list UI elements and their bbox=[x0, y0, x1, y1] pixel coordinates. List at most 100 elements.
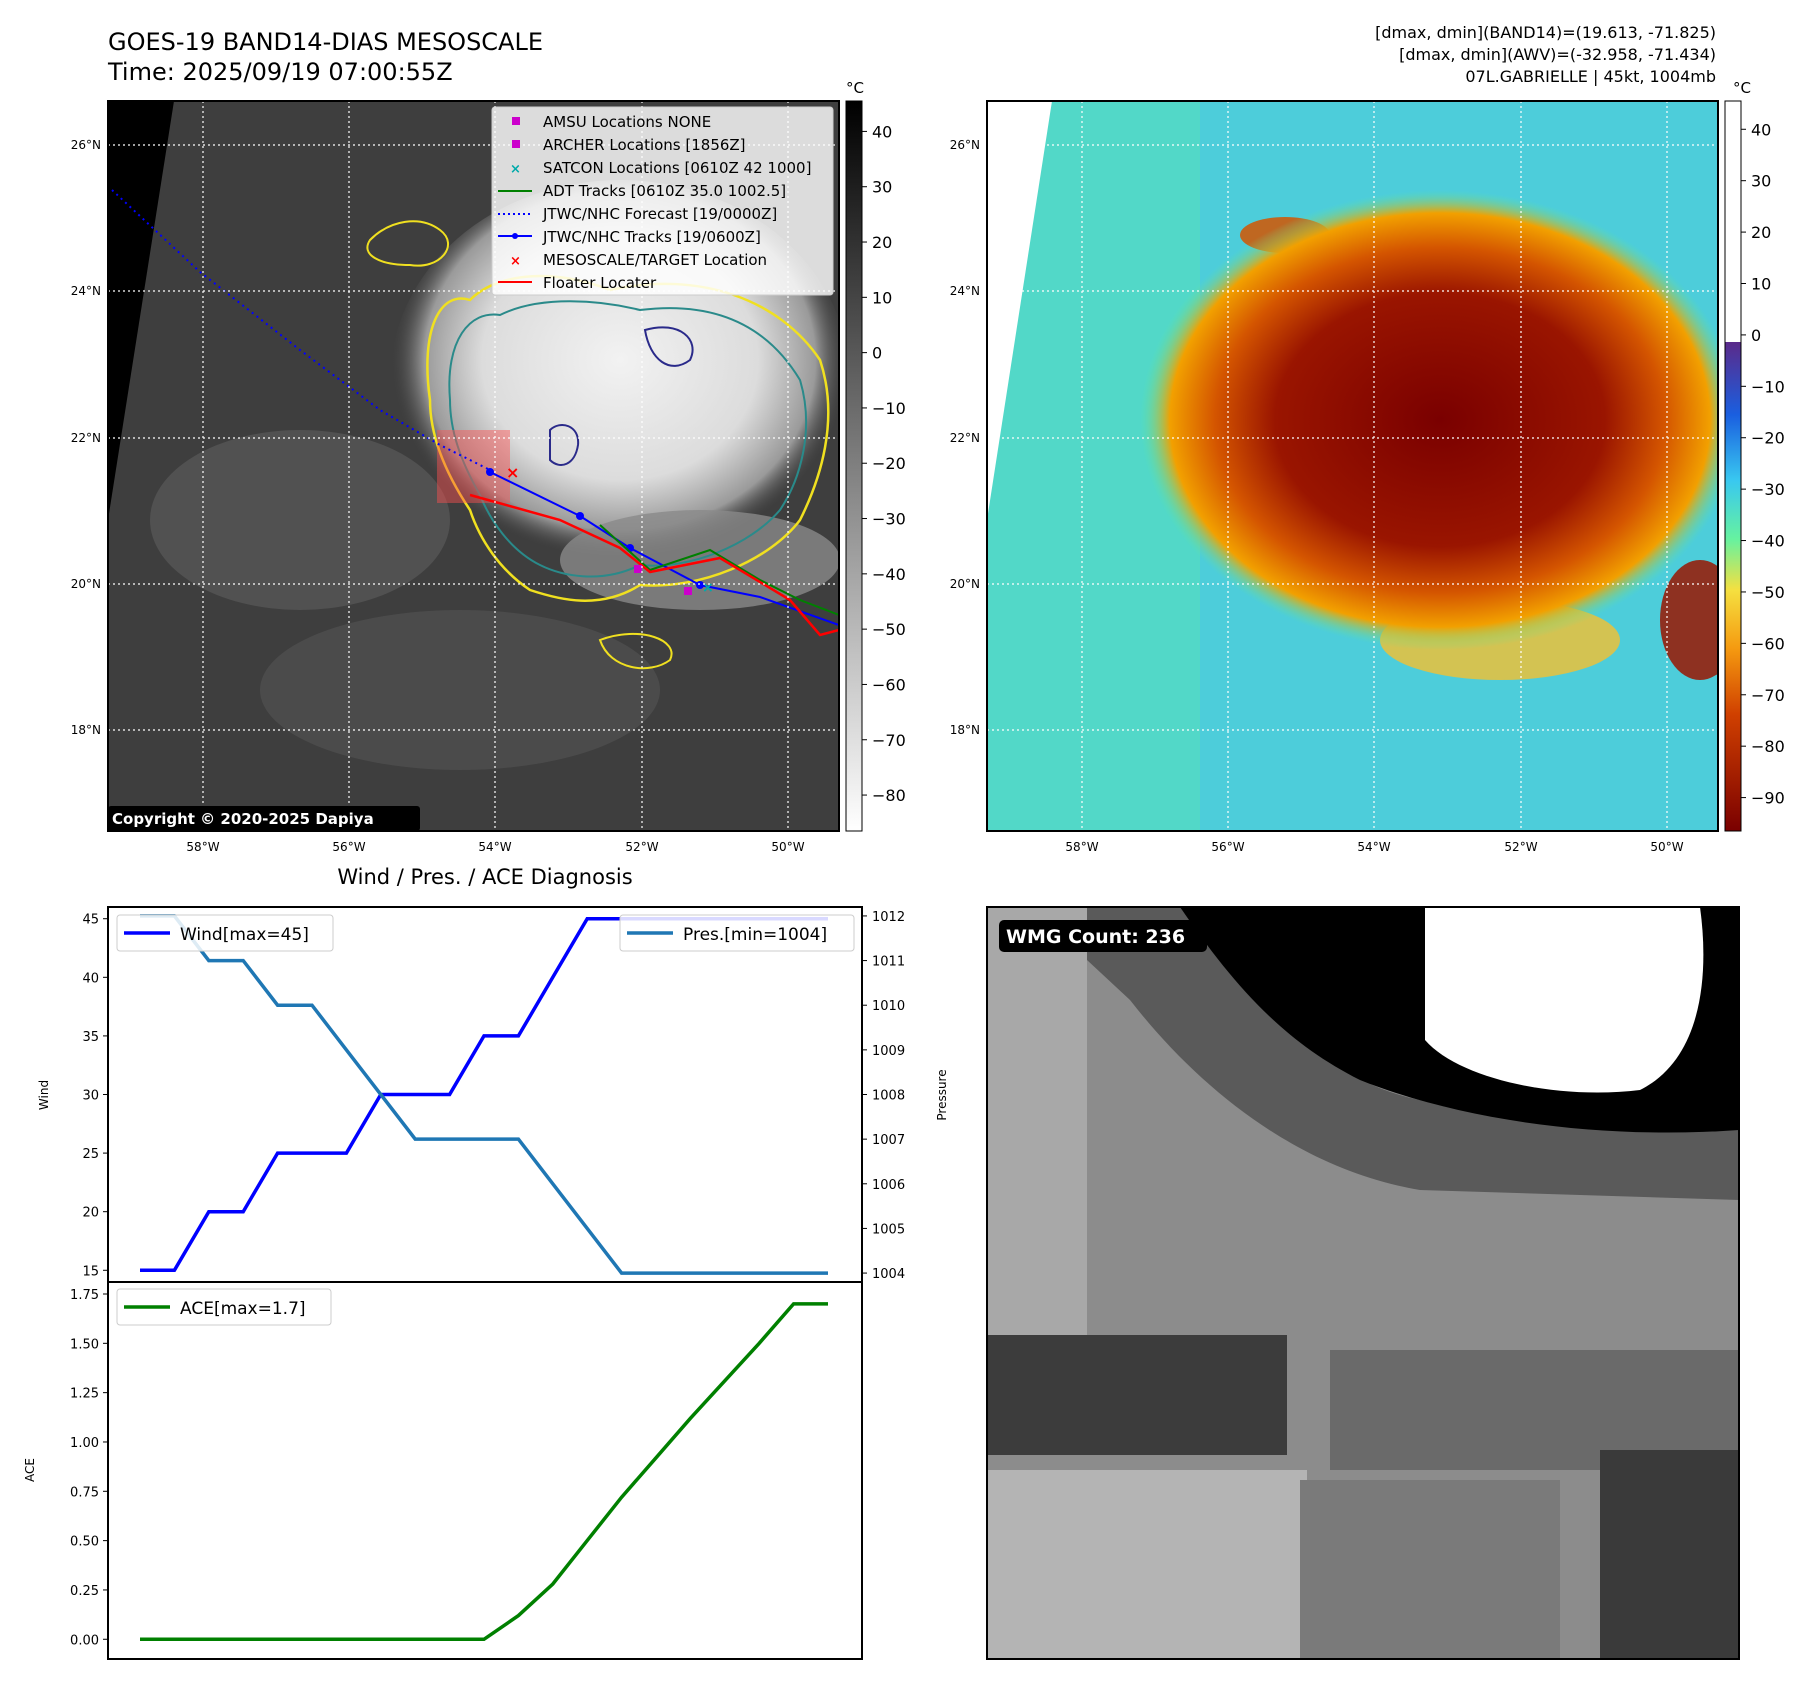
ace-tick-label: 0.00 bbox=[70, 1633, 99, 1648]
copyright-text: Copyright © 2020-2025 Dapiya bbox=[112, 810, 374, 828]
lat-label: 24°N bbox=[71, 284, 101, 298]
dias-colorbar-tick-label: 40 bbox=[1751, 120, 1771, 139]
pressure-legend-label: Pres.[min=1004] bbox=[683, 925, 827, 945]
contour-yellow-small bbox=[366, 220, 673, 670]
lon-label: 50°W bbox=[771, 840, 804, 854]
pressure-tick-label: 1008 bbox=[872, 1089, 905, 1104]
ir-colorbar-tick-label: 30 bbox=[872, 178, 892, 197]
target-marker: × bbox=[506, 463, 519, 482]
ir-colorbar-tick-label: 10 bbox=[872, 288, 892, 307]
dias-colorbar-strip bbox=[1724, 100, 1742, 832]
dias-colorbar-tick-label: 20 bbox=[1751, 223, 1771, 242]
ir-colorbar-tick-label: −50 bbox=[872, 620, 906, 639]
nhc-track-dot bbox=[696, 581, 704, 589]
left-lat-labels: 26°N 24°N 22°N 20°N 18°N bbox=[71, 138, 101, 737]
nhc-track-line bbox=[489, 471, 839, 626]
lat-label: 20°N bbox=[71, 577, 101, 591]
wmg-panel bbox=[987, 907, 1739, 1659]
wmg-west-strip bbox=[987, 907, 1087, 1337]
legend-satcon-label: SATCON Locations [0610Z 42 1000] bbox=[543, 159, 811, 177]
wmg-white-region bbox=[1425, 907, 1704, 1093]
lat-label: 22°N bbox=[71, 431, 101, 445]
legend-target-marker: × bbox=[510, 254, 521, 269]
legend-forecast-label: JTWC/NHC Forecast [19/0000Z] bbox=[542, 205, 777, 223]
legend-target-label: MESOSCALE/TARGET Location bbox=[543, 251, 767, 269]
legend-floater-label: Floater Locater bbox=[543, 274, 657, 292]
archer-marker bbox=[684, 587, 692, 595]
wmg-dark-band-2 bbox=[987, 1335, 1287, 1455]
ir-low-cloud-1 bbox=[150, 430, 450, 610]
ace-chart-frame bbox=[107, 1281, 863, 1660]
wmg-light-patch bbox=[987, 1470, 1307, 1659]
wind-tick-label: 45 bbox=[82, 913, 99, 928]
ace-tick-label: 1.25 bbox=[70, 1387, 99, 1402]
wmg-dark-block bbox=[1600, 1450, 1739, 1659]
diagnosis-title: Wind / Pres. / ACE Diagnosis bbox=[337, 865, 632, 889]
floater-box bbox=[437, 430, 510, 503]
right-gridlines bbox=[987, 101, 1718, 831]
ace-legend-label: ACE[max=1.7] bbox=[180, 1299, 306, 1319]
ir-colorbar-tick-label: 20 bbox=[872, 233, 892, 252]
ir-colorbar-tick-label: 40 bbox=[872, 122, 892, 141]
pressure-tick-label: 1009 bbox=[872, 1044, 905, 1059]
ace-tick-label: 0.50 bbox=[70, 1535, 99, 1550]
dias-map-frame bbox=[986, 100, 1719, 832]
lon-label: 56°W bbox=[1211, 840, 1244, 854]
dias-colorbar-tick-label: −80 bbox=[1751, 737, 1785, 756]
ace-chart: ACE 0.00 0.25 0.50 0.75 1.00 1.25 1.50 1.75 ACE… bbox=[23, 1281, 863, 1660]
ir-colorbar-tick-label: −40 bbox=[872, 565, 906, 584]
legend-adt-label: ADT Tracks [0610Z 35.0 1002.5] bbox=[543, 182, 786, 200]
stats-awv: [dmax, dmin](AWV)=(-32.958, -71.434) bbox=[1399, 45, 1716, 64]
ir-colorbar-unit: °C bbox=[846, 79, 864, 97]
lat-label: 24°N bbox=[950, 284, 980, 298]
figure-time: Time: 2025/09/19 07:00:55Z bbox=[107, 58, 453, 86]
lon-label: 54°W bbox=[1357, 840, 1390, 854]
lat-label: 18°N bbox=[950, 723, 980, 737]
stats-band14: [dmax, dmin](BAND14)=(19.613, -71.825) bbox=[1375, 23, 1716, 42]
ir-colorbar-tick-label: −80 bbox=[872, 786, 906, 805]
dias-colorbar-tick-label: −10 bbox=[1751, 377, 1785, 396]
dias-map-panel bbox=[987, 101, 1718, 831]
wind-tick-label: 30 bbox=[82, 1089, 99, 1104]
ir-colorbar-tick-label: −30 bbox=[872, 510, 906, 529]
wind-legend-label: Wind[max=45] bbox=[180, 925, 309, 945]
ir-colorbar-tick-label: −10 bbox=[872, 399, 906, 418]
ace-axis-label: ACE bbox=[23, 1458, 37, 1482]
ace-legend-box bbox=[116, 1288, 332, 1326]
pressure-tick-label: 1012 bbox=[872, 910, 905, 925]
ir-colorbar-strip bbox=[845, 100, 863, 832]
wind-tick-label: 40 bbox=[82, 971, 99, 986]
pressure-tick-label: 1006 bbox=[872, 1178, 905, 1193]
right-lon-labels: 58°W 56°W 54°W 52°W 50°W bbox=[1065, 840, 1683, 854]
lat-label: 26°N bbox=[71, 138, 101, 152]
wind-tick-label: 20 bbox=[82, 1206, 99, 1221]
dias-colorbar-tick-label: 30 bbox=[1751, 172, 1771, 191]
dias-colorbar-tick-label: −20 bbox=[1751, 429, 1785, 448]
left-lon-labels: 58°W 56°W 54°W 52°W 50°W bbox=[186, 840, 804, 854]
wind-pressure-chart: Wind Pressure 15 20 25 30 35 40 45 1004 1005 100… bbox=[37, 906, 949, 1283]
contour-teal bbox=[448, 300, 808, 578]
legend-archer-label: ARCHER Locations [1856Z] bbox=[543, 136, 746, 154]
nhc-track-dot bbox=[576, 512, 584, 520]
lat-label: 26°N bbox=[950, 138, 980, 152]
wmg-count-badge bbox=[999, 920, 1207, 952]
ace-tick-label: 1.50 bbox=[70, 1337, 99, 1352]
dias-colorbar: °C 40 30 20 10 0 −10 −20 −30 −40 −50 −60 −70 −80 −90 bbox=[1724, 79, 1785, 832]
ace-tick-label: 1.75 bbox=[70, 1288, 99, 1303]
pressure-legend-box bbox=[619, 914, 855, 952]
lon-label: 58°W bbox=[1065, 840, 1098, 854]
ir-colorbar-tick-label: −60 bbox=[872, 675, 906, 694]
legend-satcon-marker: × bbox=[510, 162, 521, 177]
lon-label: 52°W bbox=[625, 840, 658, 854]
archer-marker bbox=[634, 565, 642, 573]
nhc-track-dot bbox=[486, 468, 494, 476]
pressure-legend: Pres.[min=1004] bbox=[619, 914, 855, 952]
pressure-tick-label: 1007 bbox=[872, 1133, 905, 1148]
wmg-count-label: WMG Count: 236 bbox=[1006, 926, 1185, 948]
lat-label: 20°N bbox=[950, 577, 980, 591]
legend-archer-marker bbox=[512, 140, 520, 148]
legend-tracks-dot bbox=[512, 233, 518, 239]
copyright-badge bbox=[108, 806, 420, 831]
lon-label: 56°W bbox=[332, 840, 365, 854]
dias-outflow-3 bbox=[1660, 560, 1718, 680]
